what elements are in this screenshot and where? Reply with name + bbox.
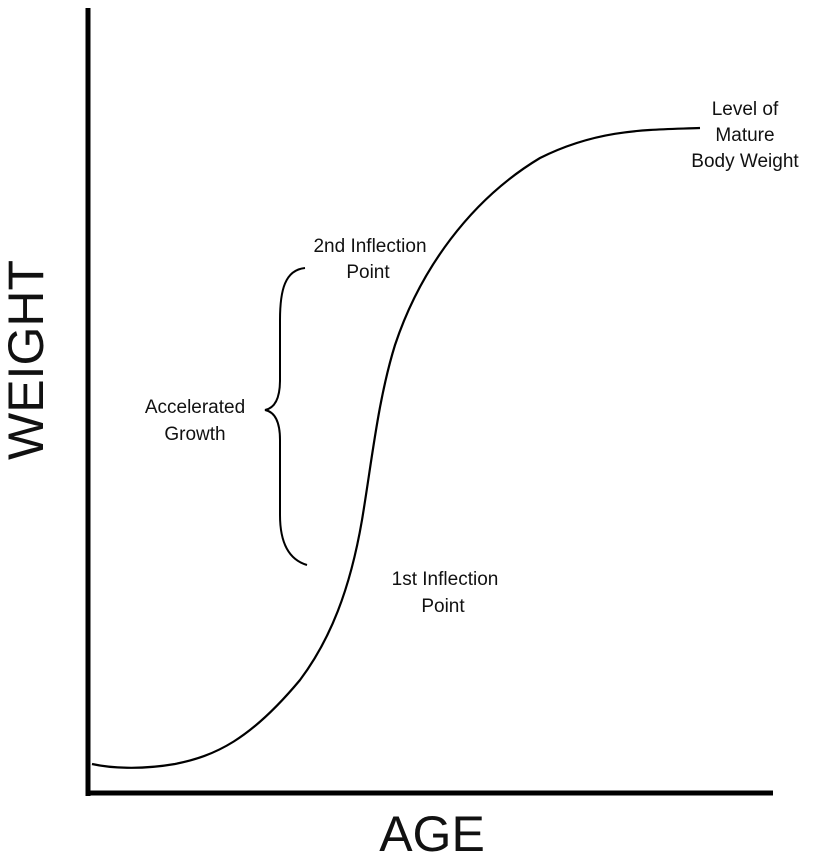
annotation: Point xyxy=(346,262,390,283)
brace xyxy=(264,267,308,566)
annotation: Accelerated xyxy=(145,397,245,418)
annotation: 2nd Inflection xyxy=(313,236,426,257)
annotation: 1st Inflection xyxy=(392,569,499,590)
annotation: Level of xyxy=(712,99,779,120)
growth-curve xyxy=(91,126,701,769)
annotation: Growth xyxy=(164,424,225,445)
y-axis-title: WEIGHT xyxy=(0,260,54,460)
annotation: Body Weight xyxy=(691,151,799,172)
annotation: Mature xyxy=(715,125,774,146)
x-axis-title: AGE xyxy=(379,806,485,861)
annotation: Point xyxy=(421,596,465,617)
